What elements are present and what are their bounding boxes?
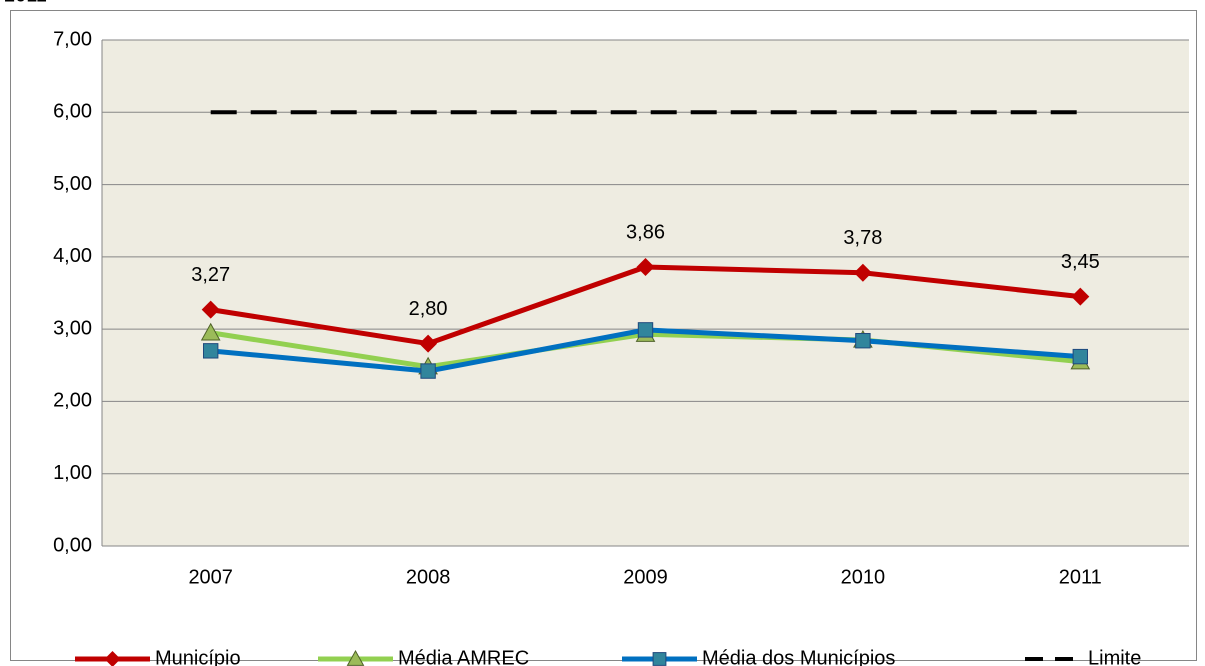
marker <box>1071 287 1090 306</box>
marker <box>855 333 871 349</box>
marker <box>420 363 436 379</box>
x-tick-label: 2010 <box>841 566 886 588</box>
marker <box>201 300 220 319</box>
y-tick-label: 3,00 <box>53 317 92 339</box>
x-tick-label: 2009 <box>623 566 668 588</box>
x-tick-label: 2011 <box>1059 566 1102 588</box>
legend-label: Município <box>155 647 241 666</box>
data-label: 3,78 <box>843 227 882 249</box>
y-tick-label: 7,00 <box>53 28 92 50</box>
y-tick-label: 1,00 <box>53 462 92 484</box>
marker <box>203 343 219 359</box>
marker <box>636 257 655 276</box>
legend-label: Limite <box>1088 647 1141 666</box>
marker <box>853 263 872 282</box>
marker <box>104 651 121 666</box>
marker <box>637 322 654 338</box>
legend-label: Média dos Municípios <box>702 647 895 666</box>
y-tick-label: 5,00 <box>53 173 92 195</box>
legend-label: Média AMREC <box>398 647 529 666</box>
marker <box>200 322 221 341</box>
data-label: 2,80 <box>409 298 448 320</box>
y-tick-label: 6,00 <box>53 101 92 123</box>
x-tick-label: 2007 <box>188 566 233 588</box>
data-label: 3,45 <box>1061 251 1100 273</box>
y-tick-label: 2,00 <box>53 390 92 412</box>
y-tick-label: 0,00 <box>53 534 92 556</box>
plot-area <box>102 40 1189 546</box>
marker <box>419 334 438 353</box>
marker <box>652 652 667 666</box>
data-label: 3,86 <box>626 221 665 243</box>
chart-title: 2011 <box>4 0 47 6</box>
x-tick-label: 2008 <box>406 566 451 588</box>
y-tick-label: 4,00 <box>53 245 92 267</box>
marker <box>346 649 365 666</box>
marker <box>1072 348 1088 365</box>
data-label: 3,27 <box>191 264 230 286</box>
